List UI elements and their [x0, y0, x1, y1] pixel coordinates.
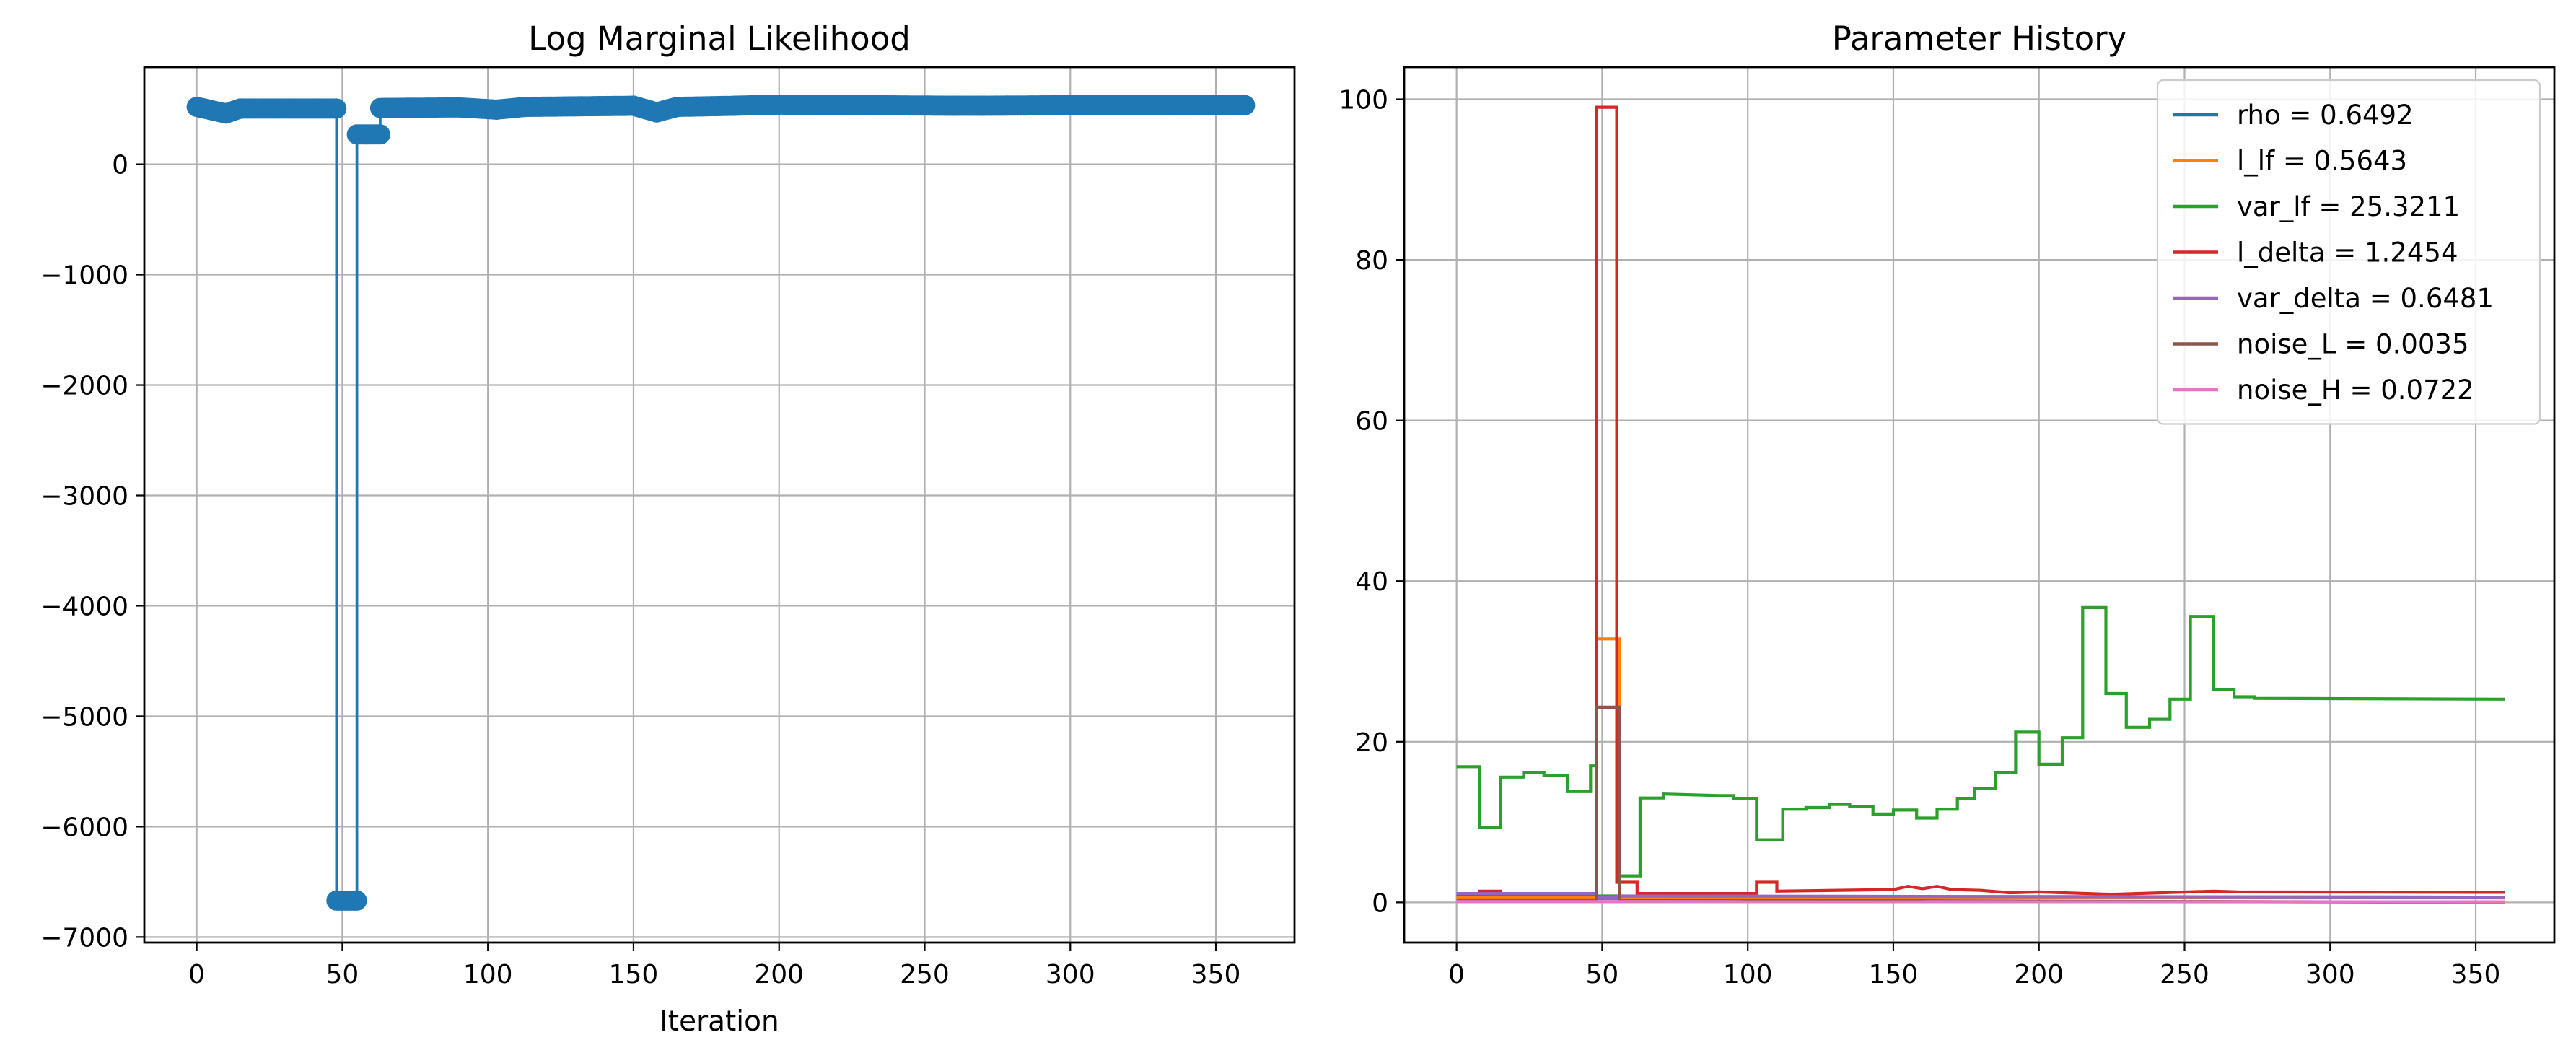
- parameter-history-chart: 0 50 100 150 200 250 300 350 0 20 40 60 80 100 Paramet…: [1339, 19, 2556, 989]
- axes-frame: [1403, 66, 2556, 944]
- x-tick-label: 300: [2305, 960, 2355, 989]
- legend-entry: noise_H = 0.0722: [2237, 375, 2474, 406]
- x-tick-label: 0: [188, 960, 205, 989]
- y-tick-label: −5000: [40, 702, 128, 732]
- x-tick-label: 100: [1723, 960, 1773, 989]
- legend-entry: l_delta = 1.2454: [2237, 237, 2458, 268]
- y-tick-label: −6000: [40, 813, 128, 842]
- y-tick-label: −3000: [40, 481, 128, 511]
- x-tick-label: 0: [1448, 960, 1465, 989]
- x-tick-label: 300: [1046, 960, 1095, 989]
- series-group: [186, 95, 1256, 911]
- y-tick-label: −1000: [40, 261, 128, 291]
- legend-entry: l_lf = 0.5643: [2237, 146, 2407, 177]
- x-tick-label: 150: [609, 960, 659, 989]
- legend-box: [2156, 79, 2541, 425]
- y-tick-label: 20: [1355, 728, 1388, 758]
- x-tick-label: 250: [2160, 960, 2209, 989]
- legend-entry: var_lf = 25.3211: [2237, 191, 2460, 222]
- plot-area: [144, 67, 1294, 943]
- series-line-overlay: [196, 103, 1245, 902]
- x-tick-label: 50: [326, 960, 359, 989]
- axes-frame: [143, 66, 1296, 944]
- legend: rho = 0.6492 l_lf = 0.5643 var_lf = 25.321…: [2156, 79, 2541, 425]
- y-tick-label: 80: [1355, 246, 1388, 276]
- x-tick-label: 200: [754, 960, 804, 989]
- series-line-2: [1456, 605, 2505, 898]
- y-tick-label: −2000: [40, 372, 128, 401]
- series-group: [1456, 105, 2505, 904]
- legend-entry: var_delta = 0.6481: [2237, 283, 2494, 314]
- x-tick-label: 150: [1869, 960, 1919, 989]
- chart-title: Log Marginal Likelihood: [528, 19, 911, 58]
- x-tick-label: 200: [2014, 960, 2064, 989]
- y-tick-label: 0: [112, 151, 128, 180]
- chart-title: Parameter History: [1832, 19, 2127, 58]
- y-tick-label: 0: [1372, 888, 1388, 918]
- x-tick-label: 100: [463, 960, 513, 989]
- x-tick-label: 50: [1586, 960, 1619, 989]
- x-tick-label: 350: [1191, 960, 1241, 989]
- x-tick-label: 250: [900, 960, 950, 989]
- x-axis-label: Iteration: [660, 1005, 779, 1038]
- y-tick-label: 100: [1339, 86, 1388, 115]
- y-tick-label: 40: [1355, 567, 1388, 597]
- y-tick-label: 60: [1355, 407, 1388, 437]
- y-tick-label: −7000: [40, 923, 128, 953]
- legend-entry: rho = 0.6492: [2237, 100, 2414, 131]
- log-marginal-likelihood-chart: 0 50 100 150 200 250 300 350 0 −1000 −2000 −3000 −40…: [40, 19, 1296, 1038]
- legend-entry: noise_L = 0.0035: [2237, 329, 2469, 360]
- y-tick-label: −4000: [40, 592, 128, 621]
- series-line-4: [1456, 891, 2505, 899]
- x-tick-label: 350: [2451, 960, 2501, 989]
